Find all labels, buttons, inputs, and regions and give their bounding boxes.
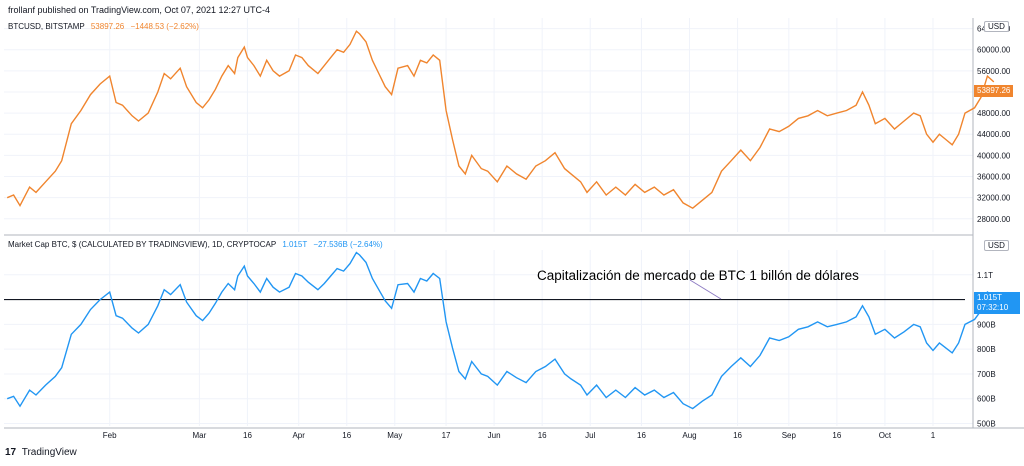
y-tick-label: 1.1T: [977, 271, 993, 280]
y-tick-label: 500B: [977, 420, 996, 429]
marketcap-legend: Market Cap BTC, $ (CALCULATED BY TRADING…: [8, 240, 383, 249]
btc-last-value: 53897.26: [90, 22, 125, 31]
marketcap-line[interactable]: [6, 251, 995, 410]
btc-grid: [4, 18, 973, 232]
marketcap-price-axis: 1.1T 900B 800B 700B 600B 500B: [977, 271, 996, 429]
btc-symbol: BTCUSD, BITSTAMP: [8, 22, 85, 31]
bar-countdown: 07:32:10: [977, 303, 1009, 312]
y-tick-label: 900B: [977, 320, 996, 329]
x-tick-label: 16: [342, 431, 351, 440]
publish-header: frollanf published on TradingView.com, O…: [8, 5, 270, 15]
x-tick-label: Jun: [488, 431, 501, 440]
btc-currency-unit[interactable]: USD: [984, 21, 1009, 32]
annotation-text: Capitalización de mercado de BTC 1 billó…: [537, 268, 859, 283]
btc-price-label: 53897.26: [974, 85, 1014, 97]
y-tick-label: 800B: [977, 345, 996, 354]
marketcap-last-value: 1.015T: [282, 240, 308, 249]
x-tick-label: Sep: [782, 431, 797, 440]
y-tick-label: 600B: [977, 395, 996, 404]
annotation-leader-line: [689, 279, 722, 300]
y-tick-label: 60000.00: [977, 46, 1011, 55]
marketcap-currency-unit[interactable]: USD: [984, 240, 1009, 251]
x-tick-label: 16: [637, 431, 646, 440]
x-tick-label: 1: [931, 431, 936, 440]
tradingview-brand: 17 TradingView: [5, 447, 77, 458]
x-tick-label: Aug: [682, 431, 696, 440]
btc-price-line[interactable]: [6, 30, 995, 210]
x-tick-label: 16: [832, 431, 841, 440]
btc-change: −1448.53 (−2.62%): [130, 22, 199, 31]
x-tick-label: 17: [442, 431, 451, 440]
x-tick-label: Oct: [879, 431, 892, 440]
marketcap-symbol: Market Cap BTC, $ (CALCULATED BY TRADING…: [8, 240, 277, 249]
y-tick-label: 36000.00: [977, 173, 1011, 182]
x-tick-label: Apr: [292, 431, 305, 440]
x-tick-label: Jul: [585, 431, 595, 440]
marketcap-price-label: 1.015T 07:32:10: [974, 292, 1020, 314]
y-tick-label: 28000.00: [977, 215, 1011, 224]
x-tick-label: 16: [538, 431, 547, 440]
y-tick-label: 40000.00: [977, 151, 1011, 160]
y-tick-label: 56000.00: [977, 67, 1011, 76]
x-tick-label: 16: [243, 431, 252, 440]
x-tick-label: Feb: [103, 431, 117, 440]
brand-name: TradingView: [21, 447, 77, 458]
tradingview-logo: 17: [5, 447, 17, 458]
x-tick-label: 16: [733, 431, 742, 440]
x-tick-label: May: [387, 431, 402, 440]
y-tick-label: 32000.00: [977, 194, 1011, 203]
btc-legend: BTCUSD, BITSTAMP 53897.26 −1448.53 (−2.6…: [8, 22, 199, 31]
y-tick-label: 700B: [977, 370, 996, 379]
x-tick-label: Mar: [193, 431, 207, 440]
marketcap-change: −27.536B (−2.64%): [313, 240, 383, 249]
btc-price-axis: 64000.0060000.0056000.0052000.0048000.00…: [977, 25, 1011, 224]
y-tick-label: 44000.00: [977, 130, 1011, 139]
marketcap-price-value: 1.015T: [977, 293, 1002, 302]
time-axis: Feb Mar 16 Apr 16 May 17 Jun 16 Jul 16 Aug 16 Sep 16 Oc…: [103, 431, 936, 440]
y-tick-label: 48000.00: [977, 109, 1011, 118]
